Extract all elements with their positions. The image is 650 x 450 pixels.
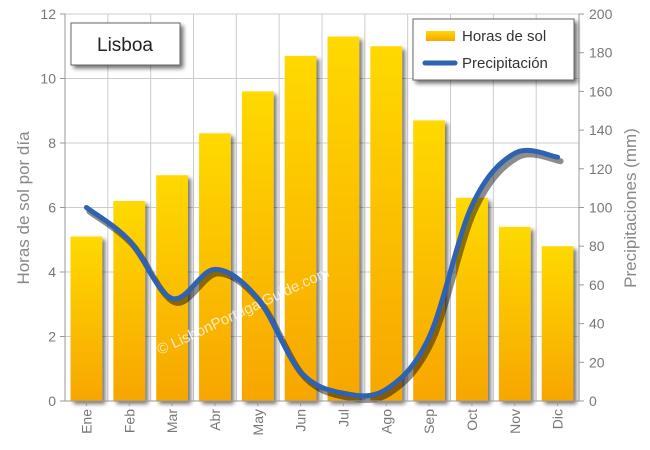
bar-ago xyxy=(370,46,403,401)
x-tick-label-ago: Ago xyxy=(378,409,394,434)
right-tick-label: 160 xyxy=(589,83,613,99)
right-tick-label: 100 xyxy=(589,200,613,216)
left-tick-label: 12 xyxy=(40,6,56,22)
bar-may xyxy=(241,91,274,402)
right-tick-label: 40 xyxy=(589,316,605,332)
bar-jul xyxy=(327,36,360,401)
right-tick-label: 20 xyxy=(589,354,605,370)
legend-swatch-horas-de-sol xyxy=(426,31,455,41)
x-tick-label-jun: Jun xyxy=(293,409,309,432)
left-axis-ticks: 0 2 4 6 8 10 12 xyxy=(40,6,65,409)
x-tick-label-nov: Nov xyxy=(507,409,523,434)
x-tick-label-may: May xyxy=(250,409,266,435)
bar-jun xyxy=(284,55,317,402)
left-tick-label: 6 xyxy=(48,200,56,216)
right-axis-title: Precipitaciones (mm) xyxy=(621,128,640,288)
left-tick-label: 10 xyxy=(40,71,56,87)
bar-ene xyxy=(70,236,103,401)
bar-nov xyxy=(498,226,531,401)
right-tick-label: 0 xyxy=(589,393,597,409)
legend-label-precipitacion: Precipitación xyxy=(462,55,548,72)
x-tick-label-jul: Jul xyxy=(335,409,351,427)
x-tick-label-sep: Sep xyxy=(421,409,437,434)
bar-dic xyxy=(541,246,574,401)
left-tick-label: 0 xyxy=(48,393,56,409)
chart-title: Lisboa xyxy=(97,35,153,56)
right-tick-label: 60 xyxy=(589,277,605,293)
left-tick-label: 2 xyxy=(48,329,56,345)
left-tick-label: 8 xyxy=(48,135,56,151)
x-tick-label-feb: Feb xyxy=(121,409,137,433)
precipitation-line-shadow xyxy=(86,151,564,403)
legend-label-horas-de-sol: Horas de sol xyxy=(462,28,546,45)
x-tick-label-mar: Mar xyxy=(164,409,180,433)
left-axis-title: Horas de sol por día xyxy=(14,131,33,285)
x-tick-label-oct: Oct xyxy=(464,409,480,431)
legend: Horas de sol Precipitación xyxy=(412,18,575,81)
right-axis-ticks: 0 20 40 60 80 100 120 140 160 180 200 xyxy=(579,6,613,409)
bar-feb xyxy=(113,201,146,401)
right-tick-label: 140 xyxy=(589,122,613,138)
x-tick-label-dic: Dic xyxy=(550,409,566,429)
left-tick-label: 4 xyxy=(48,264,56,280)
x-tick-label-ene: Ene xyxy=(78,409,94,434)
right-tick-label: 180 xyxy=(589,45,613,61)
bar-series-horas-de-sol xyxy=(70,36,574,402)
right-tick-label: 80 xyxy=(589,238,605,254)
line-series-precipitacion xyxy=(83,147,564,403)
x-tick-label-abr: Abr xyxy=(207,409,223,431)
x-axis-ticks: Ene Feb Mar Abr May Jun Jul Ago Sep Oct Nov Dic xyxy=(78,401,566,435)
right-tick-label: 200 xyxy=(589,6,613,22)
title-box: Lisboa xyxy=(70,22,181,66)
right-tick-label: 120 xyxy=(589,161,613,177)
